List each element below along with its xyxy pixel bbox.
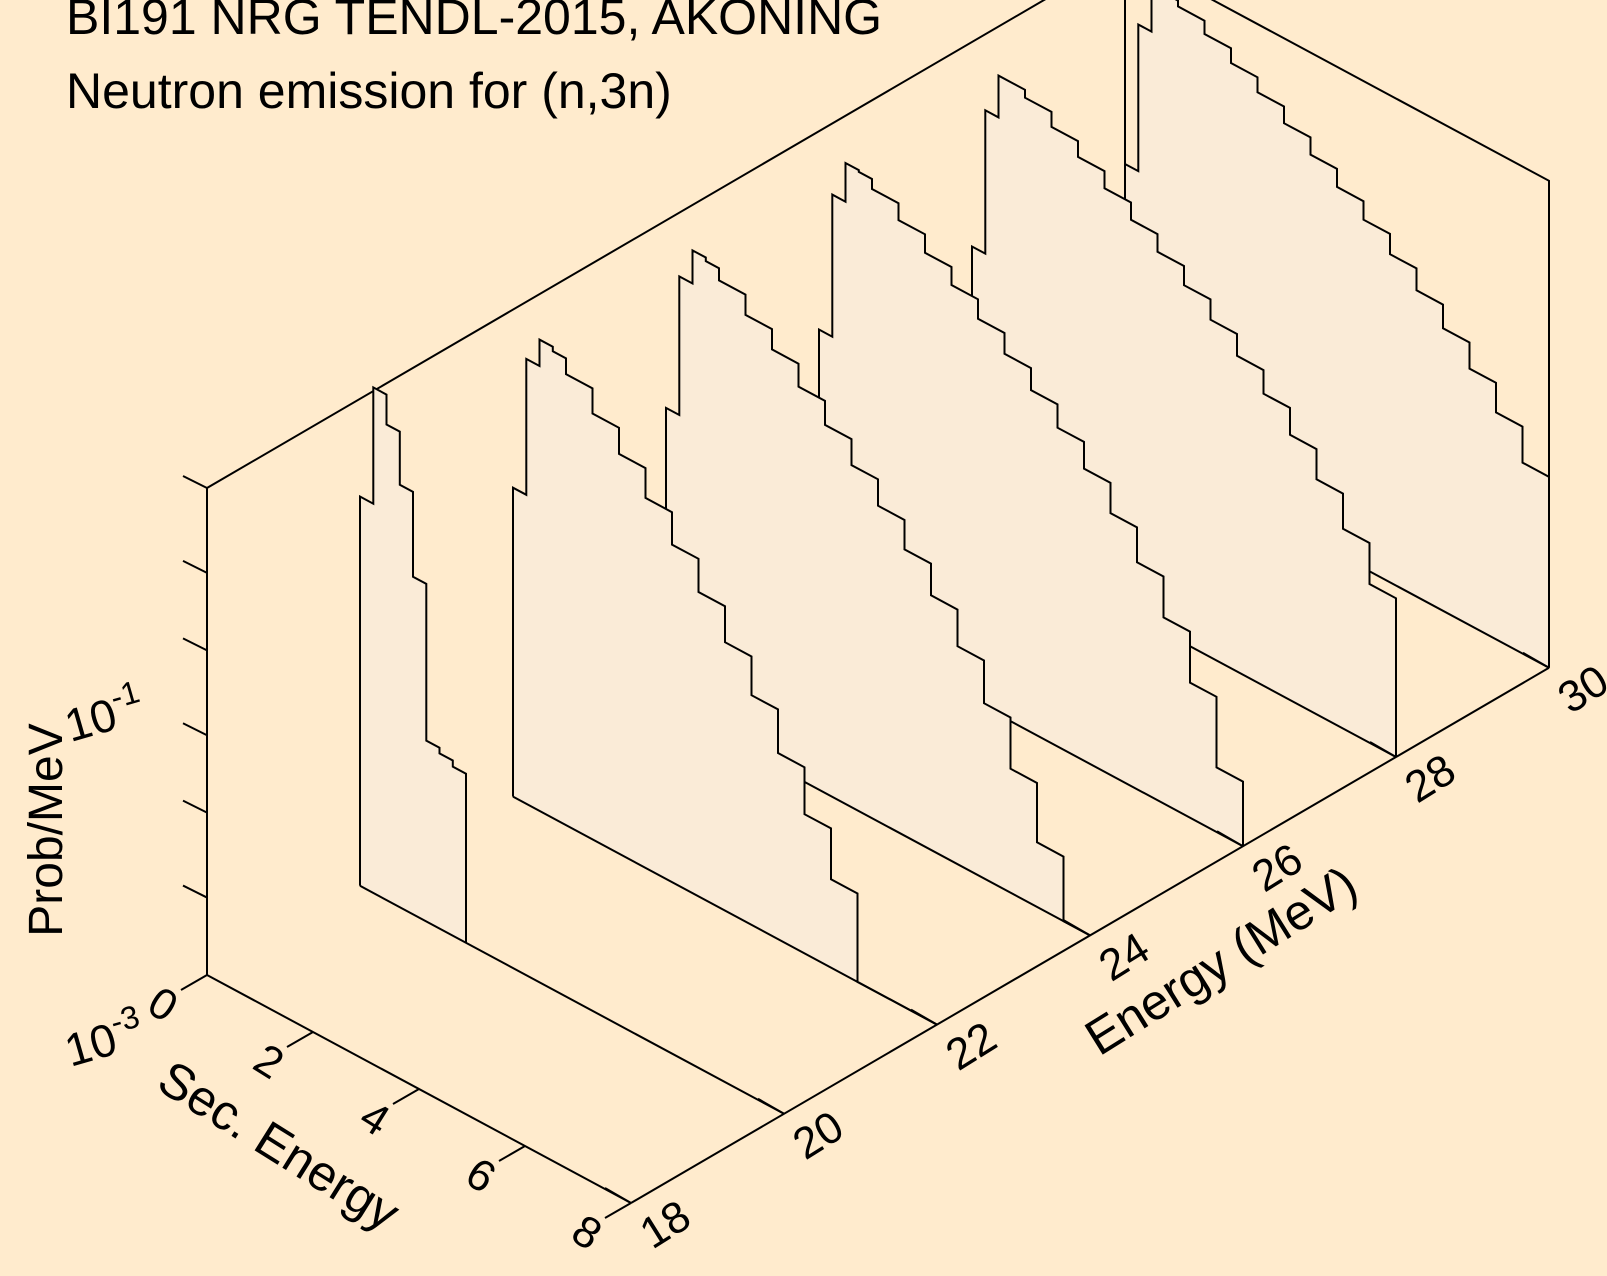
x-tick-8 (604, 1202, 632, 1219)
series-fill-26 (819, 163, 1243, 847)
series-line-28 (971, 73, 1397, 757)
x-tick-6 (498, 1145, 526, 1162)
z-tick--1-1 (182, 637, 208, 652)
z-axis-label: Prob/MeV (20, 723, 73, 936)
z-tick--3-3 (182, 884, 208, 899)
series-fill-30 (1125, 0, 1549, 668)
x-tick-4 (392, 1088, 420, 1105)
z-tick-0-1 (182, 475, 208, 489)
y-tick-18 (604, 1187, 632, 1204)
series-baseline-22 (512, 795, 938, 1026)
y-tick-26 (1216, 830, 1244, 848)
x-tick-label-8: 8 (563, 1205, 610, 1260)
series-group (359, 0, 1550, 1115)
series-line-26 (818, 161, 1244, 847)
y-tick-20 (757, 1097, 785, 1115)
x-tick-label-6: 6 (457, 1148, 504, 1203)
y-tick-24 (1063, 919, 1091, 937)
series-fill-20 (360, 387, 466, 943)
y-tick-30 (1522, 651, 1550, 669)
series-fill-28 (972, 75, 1396, 758)
z-tick-label--1: 10-1 (57, 673, 150, 752)
z-tick--2-3 (182, 722, 208, 737)
y-tick-28 (1369, 741, 1397, 758)
series-line-24 (665, 248, 1091, 937)
z-tick--1-3 (182, 559, 208, 574)
series-line-22 (512, 337, 938, 1026)
y-tick-label-28: 28 (1397, 745, 1464, 812)
x-tick-0 (180, 974, 208, 991)
series-line-30 (1124, 0, 1550, 668)
y-tick-22 (910, 1008, 938, 1026)
z-tick-label--3: 10-3 (57, 998, 150, 1077)
x-tick-label-4: 4 (351, 1091, 398, 1146)
y-tick-label-30: 30 (1550, 656, 1607, 723)
y-tick-label-20: 20 (785, 1102, 852, 1169)
x-axis-label: Sec. Energy (149, 1050, 410, 1242)
series-line-20 (359, 385, 467, 943)
chart-subtitle: Neutron emission for (n,3n) (66, 63, 672, 119)
series-baseline-20 (359, 884, 785, 1115)
chart-title: BI191 NRG TENDL-2015, AKONING (66, 0, 883, 45)
y-tick-label-18: 18 (632, 1191, 699, 1258)
z-tick--2-1 (182, 799, 208, 814)
x-tick-label-2: 2 (245, 1034, 292, 1089)
x-tick-label-0: 0 (139, 977, 186, 1032)
x-tick-2 (286, 1031, 314, 1048)
y-tick-label-22: 22 (938, 1013, 1005, 1080)
